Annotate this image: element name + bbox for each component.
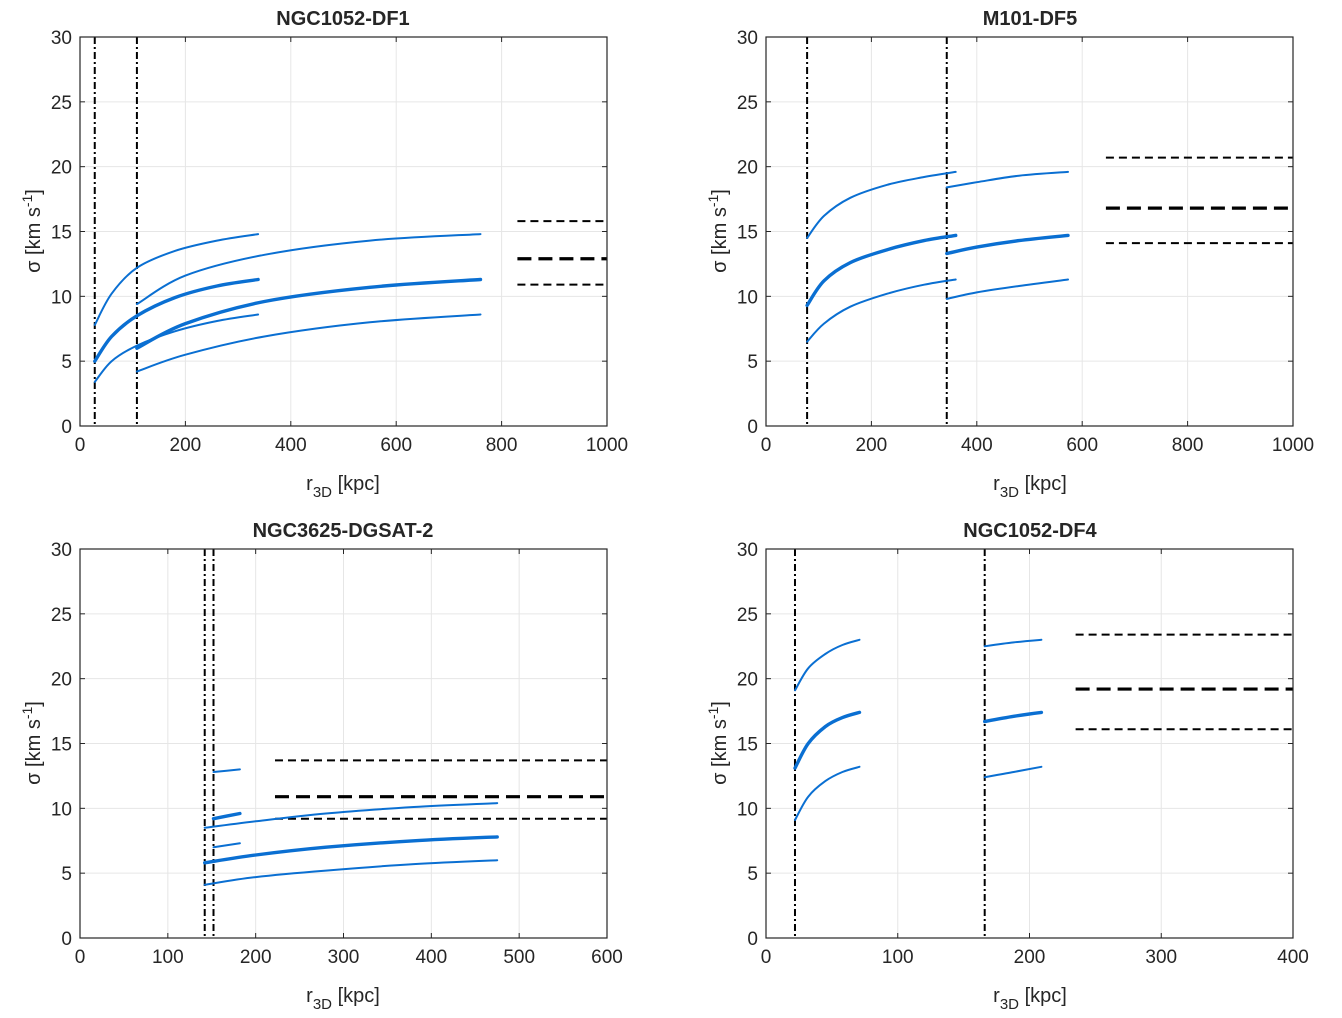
series-line xyxy=(805,233,958,308)
chart-title: NGC1052-DF1 xyxy=(276,8,409,30)
x-tick-label: 0 xyxy=(75,947,86,968)
x-tick-label: 800 xyxy=(486,435,518,456)
y-tick-label: 0 xyxy=(747,417,758,438)
y-tick-label: 20 xyxy=(51,670,72,691)
y-tick-label: 15 xyxy=(51,735,72,756)
series-line xyxy=(806,278,957,343)
series-line xyxy=(983,765,1043,779)
y-tick-label: 20 xyxy=(737,158,758,179)
x-tick-label: 200 xyxy=(1014,947,1046,968)
chart-title: NGC1052-DF4 xyxy=(963,520,1097,542)
x-tick-label: 500 xyxy=(503,947,535,968)
y-tick-label: 10 xyxy=(737,799,758,820)
x-tick-label: 1000 xyxy=(1272,435,1314,456)
series-line xyxy=(203,859,499,886)
y-tick-label: 30 xyxy=(737,28,758,49)
plot-area xyxy=(93,37,607,426)
chart-panel-ngc1052-df4: NGC1052-DF4 r3D [kpc] σ [km s-1] 0 100 200… xyxy=(705,520,1309,1013)
y-tick-label: 30 xyxy=(51,540,72,561)
series-line xyxy=(983,638,1043,648)
series-line xyxy=(983,710,1044,724)
chart-panel-ngc3625-dgsat-2: NGC3625-DGSAT-2 r3D [kpc] σ [km s-1] 0 10… xyxy=(19,520,623,1013)
series-line xyxy=(93,277,260,363)
x-tick-label: 0 xyxy=(75,435,86,456)
x-tick-label: 300 xyxy=(328,947,360,968)
x-tick-label: 400 xyxy=(275,435,307,456)
y-tick-label: 20 xyxy=(51,158,72,179)
y-tick-label: 5 xyxy=(61,864,72,885)
y-tick-label: 10 xyxy=(737,287,758,308)
y-tick-label: 5 xyxy=(747,352,758,373)
series-line xyxy=(212,768,241,773)
x-tick-label: 0 xyxy=(761,435,772,456)
chart-panel-ngc1052-df1: NGC1052-DF1 r3D [kpc] σ [km s-1] 0 200 400… xyxy=(19,8,628,501)
x-tick-label: 400 xyxy=(961,435,993,456)
x-tick-label: 300 xyxy=(1145,947,1177,968)
y-tick-label: 10 xyxy=(51,799,72,820)
y-tick-label: 5 xyxy=(61,352,72,373)
chart-panel-m101-df5: M101-DF5 r3D [kpc] σ [km s-1] 0 200 400 600… xyxy=(705,8,1314,501)
series-line xyxy=(203,802,499,829)
y-axis-label: σ [km s-1] xyxy=(705,189,731,273)
y-tick-label: 0 xyxy=(61,417,72,438)
y-tick-label: 15 xyxy=(737,223,758,244)
plot-area xyxy=(793,549,1293,938)
series-line xyxy=(203,835,499,865)
series-line xyxy=(212,842,241,849)
y-tick-label: 25 xyxy=(51,605,72,626)
series-line xyxy=(806,170,957,239)
series-line xyxy=(794,638,861,692)
y-tick-label: 15 xyxy=(51,223,72,244)
y-tick-label: 30 xyxy=(737,540,758,561)
y-tick-label: 5 xyxy=(747,864,758,885)
series-line xyxy=(135,277,483,350)
x-axis-label: r3D [kpc] xyxy=(306,985,380,1013)
y-axis-label: σ [km s-1] xyxy=(705,701,731,785)
y-tick-label: 0 xyxy=(747,929,758,950)
plot-area xyxy=(805,37,1293,426)
y-tick-label: 30 xyxy=(51,28,72,49)
y-tick-label: 20 xyxy=(737,670,758,691)
x-axis-label: r3D [kpc] xyxy=(306,473,380,501)
x-axis-label: r3D [kpc] xyxy=(993,985,1067,1013)
x-tick-label: 800 xyxy=(1172,435,1204,456)
series-line xyxy=(945,170,1069,189)
chart-title: M101-DF5 xyxy=(983,8,1077,30)
series-line xyxy=(93,313,260,383)
x-tick-label: 1000 xyxy=(586,435,628,456)
series-line xyxy=(793,710,862,770)
y-tick-label: 15 xyxy=(737,735,758,756)
x-axis-label: r3D [kpc] xyxy=(993,473,1067,501)
y-tick-label: 25 xyxy=(737,93,758,114)
x-tick-label: 600 xyxy=(1066,435,1098,456)
x-tick-label: 100 xyxy=(152,947,184,968)
series-line xyxy=(794,765,861,821)
series-line xyxy=(945,278,1069,300)
series-line xyxy=(945,233,1070,256)
y-tick-label: 0 xyxy=(61,929,72,950)
y-tick-label: 25 xyxy=(737,605,758,626)
x-tick-label: 400 xyxy=(1277,947,1309,968)
x-tick-label: 200 xyxy=(170,435,202,456)
x-tick-label: 100 xyxy=(882,947,914,968)
x-tick-label: 600 xyxy=(380,435,412,456)
y-tick-label: 10 xyxy=(51,287,72,308)
series-line xyxy=(211,811,242,821)
x-tick-label: 200 xyxy=(856,435,888,456)
y-axis-label: σ [km s-1] xyxy=(19,189,45,273)
series-line xyxy=(135,313,482,373)
series-line xyxy=(135,233,482,306)
series-line xyxy=(93,233,260,326)
x-tick-label: 600 xyxy=(591,947,623,968)
chart-title: NGC3625-DGSAT-2 xyxy=(253,520,434,542)
x-tick-label: 400 xyxy=(415,947,447,968)
y-tick-label: 25 xyxy=(51,93,72,114)
y-axis-label: σ [km s-1] xyxy=(19,701,45,785)
plot-area xyxy=(203,549,607,938)
x-tick-label: 0 xyxy=(761,947,772,968)
x-tick-label: 200 xyxy=(240,947,272,968)
